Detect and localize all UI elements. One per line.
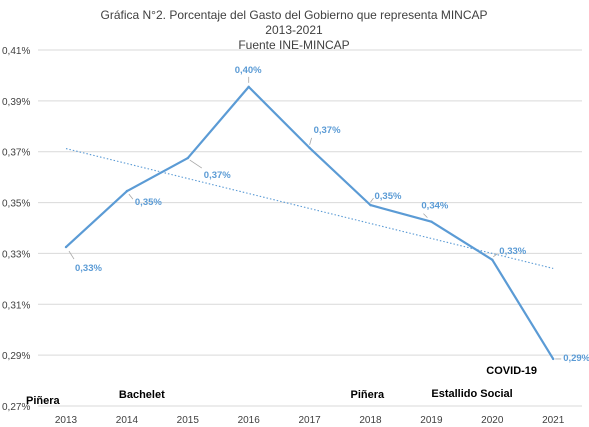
annotations: Piñera Bachelet Piñera Estallido Social COVI… xyxy=(26,365,537,407)
y-tick-label: 0,35% xyxy=(2,199,30,210)
data-label: 0,34% xyxy=(421,201,448,212)
label-leader xyxy=(189,159,203,169)
y-tick-label: 0,37% xyxy=(2,148,30,159)
annotation-label: COVID-19 xyxy=(486,365,537,377)
x-tick-label: 2015 xyxy=(177,415,200,426)
y-tick-label: 0,33% xyxy=(2,249,30,260)
data-label: 0,29% xyxy=(563,353,589,364)
data-label: 0,40% xyxy=(235,65,262,76)
label-leader xyxy=(423,213,428,218)
x-tick-label: 2021 xyxy=(542,415,565,426)
y-tick-label: 0,39% xyxy=(2,97,30,108)
x-tick-label: 2014 xyxy=(116,415,139,426)
trendline xyxy=(65,148,554,269)
x-tick-label: 2016 xyxy=(238,415,261,426)
label-leaders xyxy=(68,76,562,360)
annotation-label: Bachelet xyxy=(119,389,165,401)
data-label: 0,37% xyxy=(204,170,231,181)
trendline-group xyxy=(65,148,554,269)
y-tick-label: 0,41% xyxy=(2,46,30,57)
data-label: 0,37% xyxy=(314,125,341,136)
data-point xyxy=(308,146,311,150)
annotation-label: Piñera xyxy=(26,395,61,407)
data-label: 0,33% xyxy=(75,263,102,274)
x-tick-label: 2020 xyxy=(481,415,504,426)
label-leader xyxy=(68,250,75,260)
label-leader xyxy=(309,137,312,146)
data-point xyxy=(552,357,555,361)
label-leader xyxy=(370,197,374,203)
y-tick-label: 0,31% xyxy=(2,300,30,311)
chart-title: Gráfica N°2. Porcentaje del Gasto del Go… xyxy=(101,8,488,22)
x-axis-ticks: 2013 2014 2015 2016 2017 2018 2019 2020 2021 xyxy=(55,415,565,426)
data-point xyxy=(430,220,433,223)
data-label: 0,33% xyxy=(499,246,526,257)
data-point xyxy=(125,189,129,193)
data-point xyxy=(369,203,372,207)
x-tick-label: 2018 xyxy=(359,415,382,426)
x-tick-label: 2017 xyxy=(298,415,321,426)
data-label: 0,35% xyxy=(135,197,162,208)
data-point xyxy=(247,85,250,89)
chart-title-group: Gráfica N°2. Porcentaje del Gasto del Go… xyxy=(101,8,488,52)
y-axis-ticks: 0,41% 0,39% 0,37% 0,35% 0,33% 0,31% 0,29% 0,27% xyxy=(2,46,30,413)
label-leader xyxy=(128,193,134,200)
chart-subtitle: 2013-2021 xyxy=(265,23,323,37)
data-point xyxy=(491,258,494,261)
series-group xyxy=(64,85,555,361)
data-point xyxy=(64,245,68,249)
annotation-label: Estallido Social xyxy=(431,388,512,400)
data-label: 0,35% xyxy=(375,191,402,202)
x-tick-label: 2013 xyxy=(55,415,78,426)
chart-source: Fuente INE-MINCAP xyxy=(238,38,349,52)
series-line xyxy=(65,85,555,360)
x-tick-label: 2019 xyxy=(420,415,443,426)
data-point xyxy=(186,156,189,160)
y-tick-label: 0,27% xyxy=(2,402,30,413)
gridlines xyxy=(38,49,582,407)
label-leader xyxy=(493,253,498,258)
annotation-label: Piñera xyxy=(351,389,386,401)
y-tick-label: 0,29% xyxy=(2,351,30,362)
data-labels: 0,33% 0,35% 0,37% 0,40% 0,37% 0,35% 0,34% 0,33%… xyxy=(75,65,589,364)
